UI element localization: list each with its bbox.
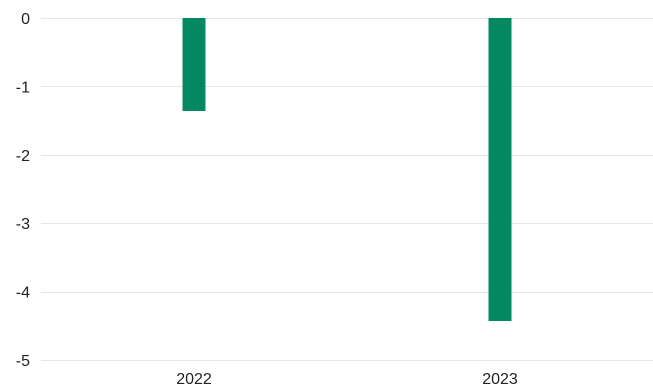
y-tick-label: 0	[21, 11, 30, 28]
y-tick-label: -3	[16, 216, 30, 233]
y-tick-label: -5	[16, 353, 30, 370]
y-tick-label: -4	[16, 285, 30, 302]
bar-2022	[182, 18, 206, 112]
x-tick-label-2022: 2022	[176, 371, 212, 385]
x-axis-tick-labels: 2022 2023	[176, 371, 518, 385]
gridlines	[41, 18, 653, 361]
bar-2023	[488, 18, 512, 322]
y-axis-tick-labels: 0 -1 -2 -3 -4 -5	[16, 11, 30, 370]
y-tick-label: -1	[16, 79, 30, 96]
x-tick-label-2023: 2023	[482, 371, 518, 385]
y-tick-label: -2	[16, 148, 30, 165]
bars	[182, 18, 512, 322]
